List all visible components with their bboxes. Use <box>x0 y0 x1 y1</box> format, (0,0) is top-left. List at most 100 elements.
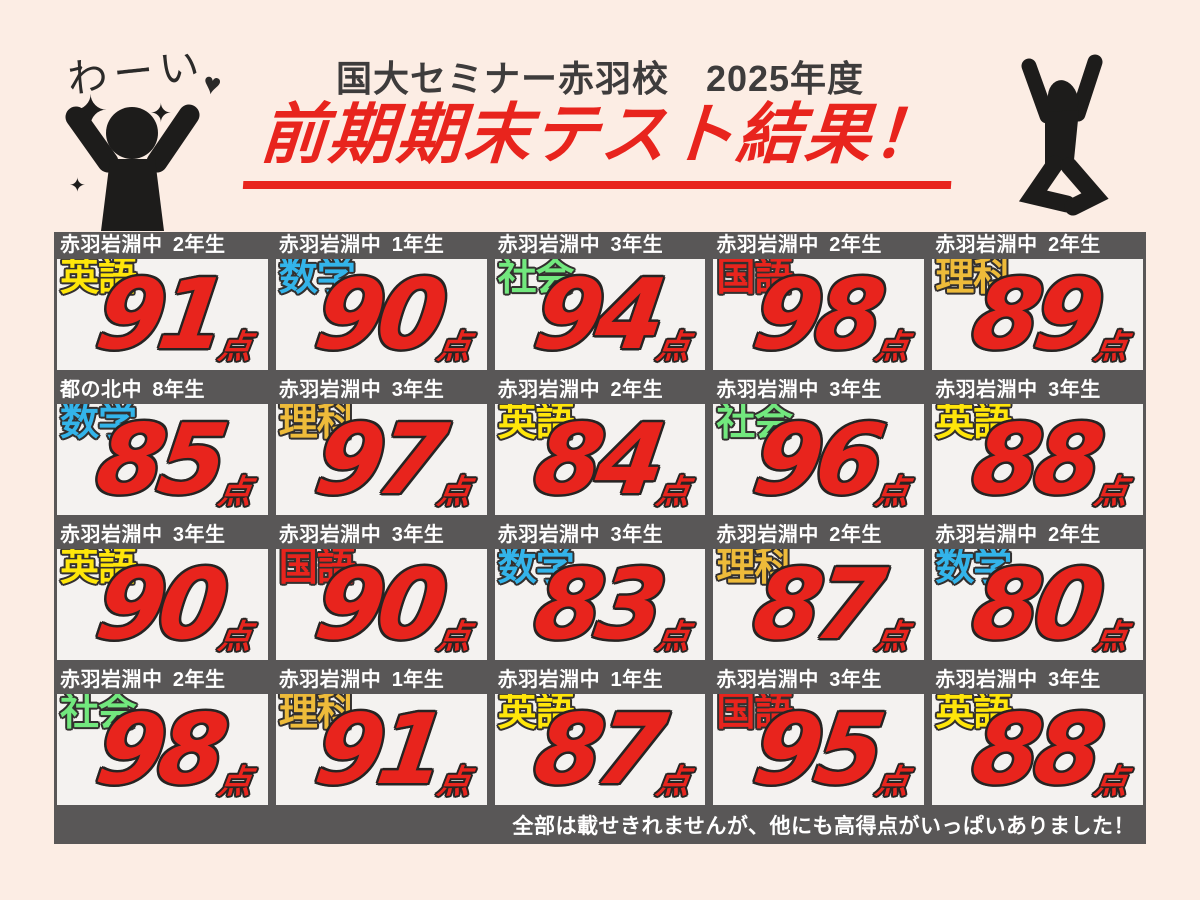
card-body: 英語 84 点 <box>494 404 706 515</box>
school-name: 赤羽岩淵中 <box>716 524 819 546</box>
score-block: 95 点 <box>746 694 920 805</box>
card-header: 赤羽岩淵中 3年生 <box>495 232 706 259</box>
score-unit: 点 <box>216 617 255 655</box>
score-block: 88 点 <box>965 694 1139 805</box>
score-value: 88 <box>965 694 1105 805</box>
grade-label: 3年生 <box>610 234 664 256</box>
score-block: 98 点 <box>91 694 264 805</box>
school-year-title: 国大セミナー赤羽校 2025年度 <box>335 58 865 99</box>
card-header: 赤羽岩淵中 1年生 <box>495 667 706 694</box>
subject-label: 英語 <box>935 404 1012 444</box>
card-body: 英語 88 点 <box>932 694 1143 805</box>
score-unit: 点 <box>1091 617 1130 655</box>
card-body: 理科 97 点 <box>275 404 487 515</box>
card-body: 理科 91 点 <box>275 694 487 805</box>
score-value: 87 <box>746 549 886 660</box>
school-name: 赤羽岩淵中 <box>278 379 382 401</box>
score-unit: 点 <box>435 472 474 510</box>
grade-label: 2年生 <box>610 379 664 401</box>
card-body: 英語 90 点 <box>57 549 268 660</box>
card-header: 赤羽岩淵中 2年生 <box>713 232 924 259</box>
score-block: 88 点 <box>965 404 1139 515</box>
card-header: 赤羽岩淵中 2年生 <box>932 232 1143 259</box>
school-name: 赤羽岩淵中 <box>716 234 819 256</box>
card-header: 赤羽岩淵中 3年生 <box>932 377 1143 404</box>
result-card: 赤羽岩淵中 3年生 国語 90 点 <box>275 522 487 667</box>
school-name: 赤羽岩淵中 <box>278 524 382 546</box>
card-body: 社会 96 点 <box>713 404 925 515</box>
result-card: 赤羽岩淵中 1年生 理科 91 点 <box>275 667 487 812</box>
results-board: 赤羽岩淵中 2年生 英語 91 点 赤羽岩淵中 1年生 数学 90 点 赤羽岩淵中 3… <box>54 232 1146 844</box>
subject-label: 理科 <box>935 259 1012 299</box>
subject-label: 国語 <box>278 549 356 589</box>
school-name: 赤羽岩淵中 <box>278 234 382 256</box>
score-value: 80 <box>965 549 1105 660</box>
subject-label: 英語 <box>60 259 137 299</box>
card-header: 赤羽岩淵中 2年生 <box>495 377 706 404</box>
score-unit: 点 <box>1091 472 1130 510</box>
score-unit: 点 <box>872 327 911 365</box>
score-value: 84 <box>528 404 667 515</box>
score-block: 84 点 <box>528 404 702 515</box>
cheering-person-icon <box>65 104 200 231</box>
school-name: 赤羽岩淵中 <box>497 234 601 256</box>
result-card: 赤羽岩淵中 2年生 英語 91 点 <box>57 232 268 377</box>
result-card: 赤羽岩淵中 3年生 英語 88 点 <box>932 377 1143 522</box>
card-header: 赤羽岩淵中 2年生 <box>57 667 268 694</box>
subject-label: 英語 <box>497 694 575 734</box>
score-unit: 点 <box>653 617 693 655</box>
card-body: 社会 98 点 <box>57 694 268 805</box>
subject-label: 数学 <box>278 259 356 299</box>
result-card: 赤羽岩淵中 3年生 理科 97 点 <box>275 377 487 522</box>
result-card: 赤羽岩淵中 3年生 英語 90 点 <box>57 522 268 667</box>
score-unit: 点 <box>653 472 693 510</box>
score-block: 91 点 <box>309 694 483 805</box>
score-unit: 点 <box>653 762 693 800</box>
score-value: 97 <box>309 404 449 515</box>
result-card: 赤羽岩淵中 3年生 英語 88 点 <box>932 667 1143 812</box>
score-value: 88 <box>965 404 1105 515</box>
score-block: 90 点 <box>91 549 264 660</box>
card-header: 赤羽岩淵中 3年生 <box>276 377 487 404</box>
score-unit: 点 <box>653 327 693 365</box>
school-name: 赤羽岩淵中 <box>497 524 601 546</box>
card-header: 赤羽岩淵中 2年生 <box>932 522 1143 549</box>
card-header: 赤羽岩淵中 3年生 <box>713 667 924 694</box>
result-card: 赤羽岩淵中 3年生 社会 94 点 <box>494 232 706 377</box>
card-header: 赤羽岩淵中 3年生 <box>495 522 706 549</box>
school-name: 赤羽岩淵中 <box>278 669 382 691</box>
score-block: 80 点 <box>965 549 1139 660</box>
card-header: 赤羽岩淵中 3年生 <box>713 377 924 404</box>
card-body: 英語 87 点 <box>494 694 706 805</box>
grade-label: 3年生 <box>610 524 664 546</box>
result-card: 赤羽岩淵中 1年生 英語 87 点 <box>494 667 706 812</box>
grade-label: 3年生 <box>829 669 882 691</box>
score-block: 89 点 <box>966 259 1139 370</box>
score-unit: 点 <box>872 762 911 800</box>
score-unit: 点 <box>216 327 255 365</box>
score-value: 85 <box>90 404 230 515</box>
grade-label: 3年生 <box>1048 379 1101 401</box>
card-body: 国語 95 点 <box>713 694 925 805</box>
subject-label: 社会 <box>497 259 575 299</box>
score-value: 90 <box>309 549 449 660</box>
grade-label: 2年生 <box>829 234 882 256</box>
school-name: 赤羽岩淵中 <box>60 669 163 691</box>
score-value: 96 <box>746 404 886 515</box>
grade-label: 2年生 <box>172 669 226 691</box>
score-value: 95 <box>746 694 886 805</box>
score-unit: 点 <box>216 762 255 800</box>
results-grid: 赤羽岩淵中 2年生 英語 91 点 赤羽岩淵中 1年生 数学 90 点 赤羽岩淵中 3… <box>57 232 1143 812</box>
grade-label: 2年生 <box>829 524 882 546</box>
card-body: 英語 91 点 <box>57 259 268 370</box>
grade-label: 1年生 <box>610 669 664 691</box>
page-title: 前期期末テスト結果！ <box>242 97 958 189</box>
grade-label: 3年生 <box>391 524 445 546</box>
card-body: 数学 85 点 <box>57 404 268 515</box>
card-header: 赤羽岩淵中 1年生 <box>276 667 487 694</box>
grade-label: 8年生 <box>152 379 206 401</box>
school-name: 赤羽岩淵中 <box>716 379 819 401</box>
card-body: 数学 90 点 <box>275 259 487 370</box>
result-card: 赤羽岩淵中 2年生 国語 98 点 <box>713 232 925 377</box>
subject-label: 国語 <box>716 259 793 299</box>
